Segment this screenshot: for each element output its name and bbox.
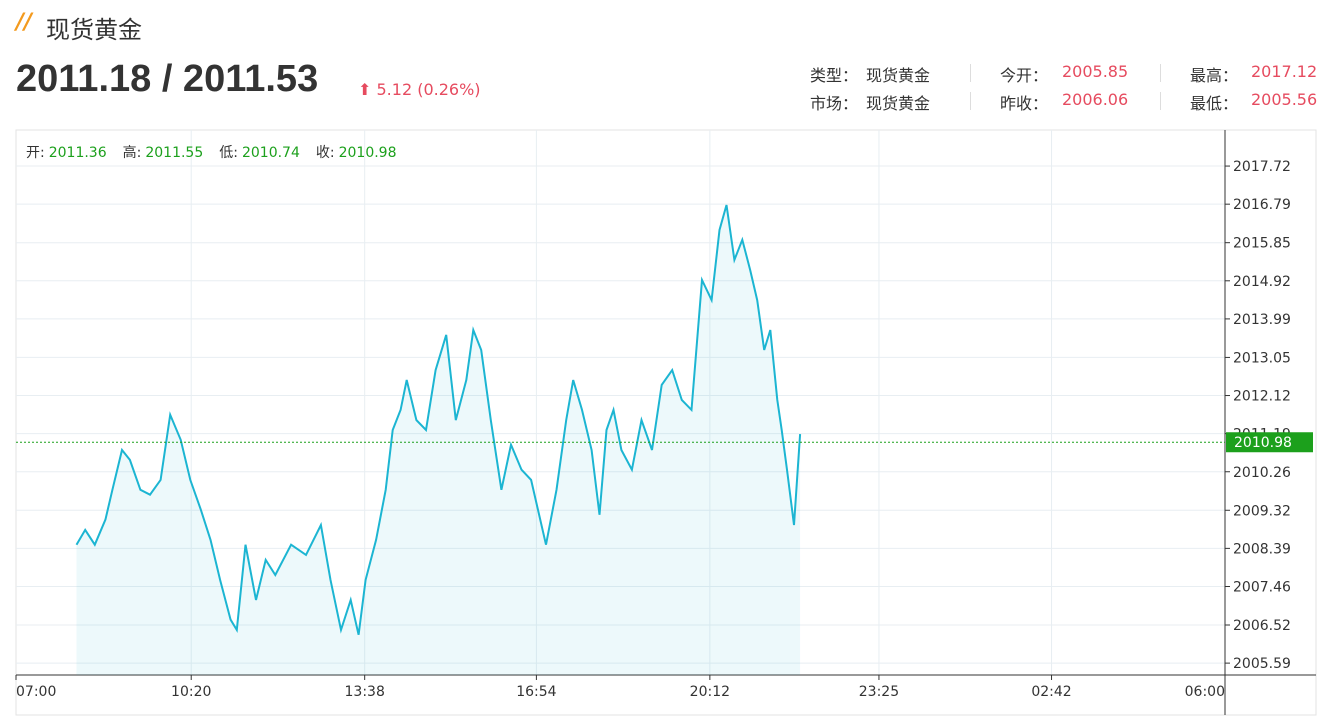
ohlc-label: 低: [219,145,238,161]
up-arrow: ⬆ [358,80,372,99]
stat-divider [970,92,971,110]
y-tick-label: 2008.39 [1233,541,1291,557]
stat-label: 最低： [1190,94,1239,113]
price-line [75,204,802,636]
stat-value: 现货黄金 [866,94,931,113]
change-value: 5.12 (0.26%) [376,80,481,99]
y-tick-label: 2013.99 [1233,312,1291,328]
ohlc-value: 2011.36 [49,145,107,161]
stat-label: 类型： [810,66,859,85]
y-tick-label: 2014.92 [1233,274,1291,290]
y-tick-label: 2016.79 [1233,197,1291,213]
y-tick-label: 2015.85 [1233,236,1291,252]
ohlc-label: 收: [316,145,335,161]
stat-divider [970,64,971,82]
y-tick-label: 2005.59 [1233,656,1291,672]
ohlc-value: 2010.74 [242,145,300,161]
y-tick-label: 2012.12 [1233,389,1291,405]
ohlc-label: 开: [26,145,45,161]
chart-frame [15,129,1317,716]
x-tick-label: 20:12 [690,684,730,700]
ohlc-value: 2011.55 [145,145,203,161]
stat-label: 今开： [1000,66,1049,85]
y-tick-label: 2006.52 [1233,618,1291,634]
stat-label: 市场： [810,94,859,113]
stat-value: 现货黄金 [866,66,931,85]
x-tick-label: 06:00 [1185,684,1225,700]
area [76,205,801,675]
stat-value: 2005.85 [1062,62,1129,81]
y-tick-label: 2013.05 [1233,350,1291,366]
x-tick-label: 16:54 [516,684,556,700]
change: ⬆ 5.12 (0.26%) [358,80,481,99]
stat-divider [1160,92,1161,110]
ohlc-value: 2010.98 [339,145,397,161]
y-tick-label: 2010.26 [1233,465,1291,481]
stat-value: 2006.06 [1062,90,1129,109]
stat-value: 2005.56 [1251,90,1318,109]
x-tick-label: 23:25 [859,684,899,700]
title-icon: // [16,10,33,35]
price: 2011.18 / 2011.53 [16,58,319,100]
current-price-box [1226,432,1313,453]
x-tick-label: 10:20 [171,684,211,700]
ohlc-label: 高: [123,144,142,161]
x-tick-label: 07:00 [16,684,56,700]
x-tick-label: 02:42 [1031,684,1071,700]
stat-divider [1160,64,1161,82]
stat-value: 2017.12 [1251,62,1318,81]
y-tick-label: 2009.32 [1233,503,1291,519]
x-tick-label: 13:38 [345,684,385,700]
title: 现货黄金 [46,16,142,44]
stat-label: 昨收： [1000,94,1049,113]
y-tick-label: 2017.72 [1233,159,1291,175]
y-tick-label: 2007.46 [1233,579,1291,595]
current-price-label: 2010.98 [1234,435,1292,451]
stat-label: 最高： [1190,66,1239,85]
